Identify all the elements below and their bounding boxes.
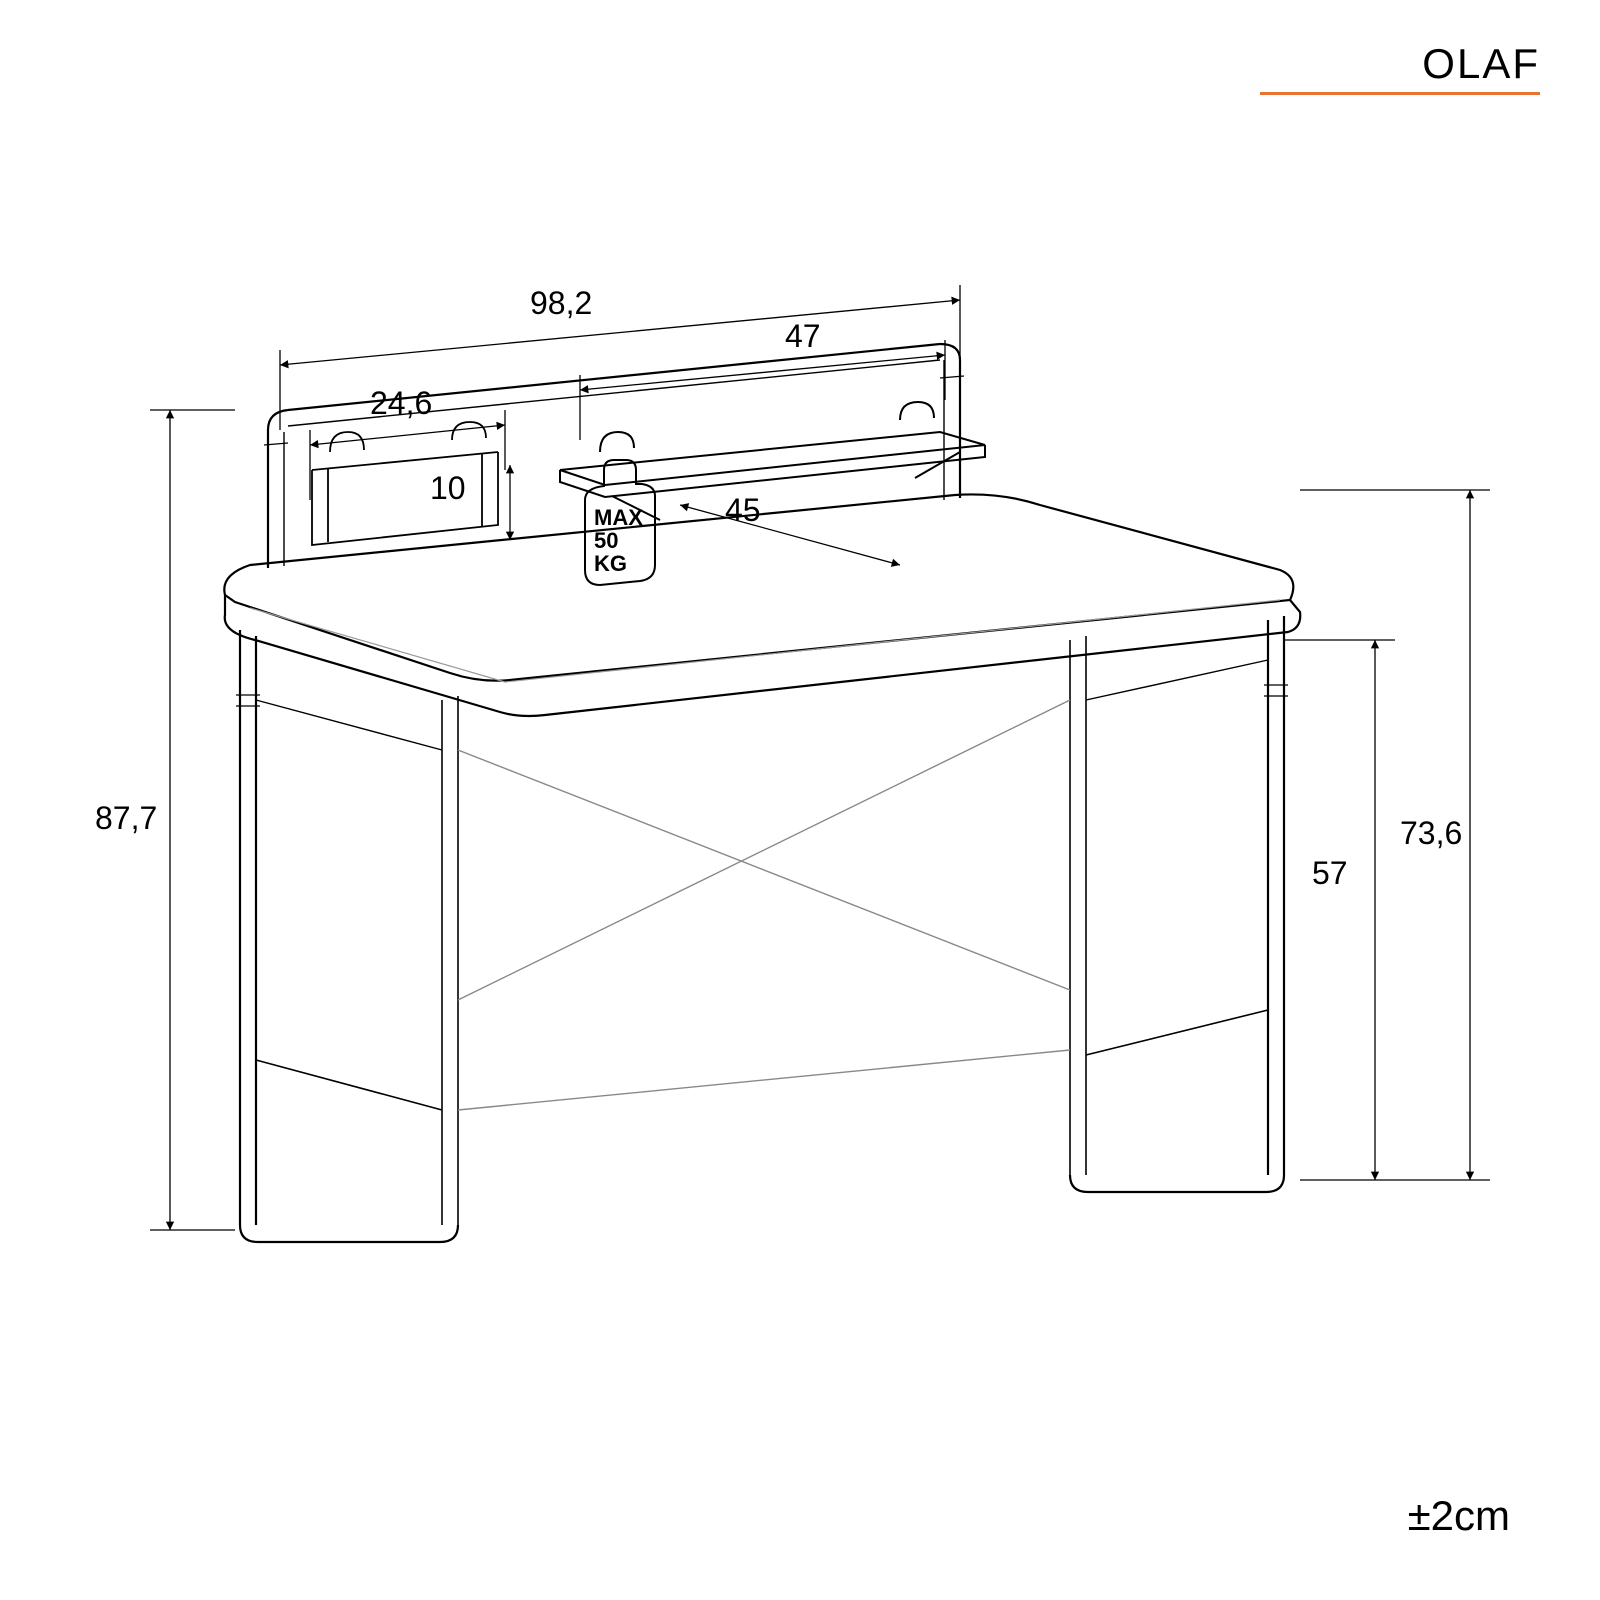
dim-desk-height: 73,6 [1400, 815, 1462, 852]
diagram-stage: OLAF ±2cm [0, 0, 1600, 1600]
dim-tray-height: 10 [430, 470, 466, 507]
desk-line-drawing [0, 0, 1600, 1600]
dim-clearance: 57 [1312, 855, 1348, 892]
dim-top-width: 98,2 [530, 285, 592, 322]
dim-shelf-width: 47 [785, 318, 821, 355]
max-weight-line2: 50 [594, 528, 618, 553]
max-weight-line3: KG [594, 551, 627, 576]
dim-total-height: 87,7 [95, 800, 157, 837]
dim-depth: 45 [725, 492, 761, 529]
max-weight-line1: MAX [594, 505, 643, 530]
dim-tray-width: 24,6 [370, 385, 432, 422]
max-weight-badge: MAX 50 KG [594, 506, 643, 575]
